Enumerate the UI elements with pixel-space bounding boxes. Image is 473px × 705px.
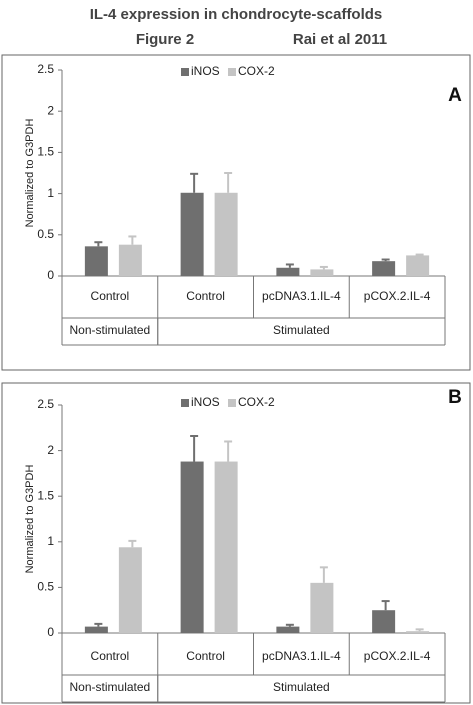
y-tick-label: 1.5: [37, 145, 54, 159]
y-tick-label: 2: [47, 443, 54, 457]
bar: [372, 261, 396, 276]
x-tick-label: pCOX.2.IL-4: [364, 649, 431, 663]
y-tick-label: 1: [47, 534, 54, 548]
y-tick-label: 0: [47, 268, 54, 282]
bar: [406, 255, 430, 276]
y-tick-label: 0.5: [37, 227, 54, 241]
panel-label: A: [448, 85, 462, 106]
x-tick-label: pcDNA3.1.IL-4: [262, 289, 341, 303]
group-label: Stimulated: [273, 680, 330, 694]
bar: [180, 192, 204, 276]
legend-swatch: [228, 399, 236, 407]
y-tick-label: 0.5: [37, 580, 54, 594]
legend-swatch: [181, 399, 189, 407]
panel-frame: [1, 54, 471, 371]
x-tick-label: pCOX.2.IL-4: [364, 289, 431, 303]
citation: Rai et al 2011: [293, 31, 387, 48]
bar: [372, 610, 396, 633]
y-tick-label: 2.5: [37, 62, 54, 76]
figure-number: Figure 2: [136, 31, 194, 48]
legend-label: iNOS: [191, 395, 220, 409]
bar: [276, 267, 300, 276]
y-axis-label: Normalized to G3PDH: [24, 119, 36, 228]
legend-label: COX-2: [238, 395, 275, 409]
bar: [180, 461, 204, 633]
panel-frame: [1, 382, 471, 704]
group-label: Stimulated: [273, 323, 330, 337]
x-tick-label: Control: [91, 289, 130, 303]
group-label: Non-stimulated: [70, 680, 151, 694]
bar: [214, 461, 238, 633]
x-tick-label: pcDNA3.1.IL-4: [262, 649, 341, 663]
bar: [84, 626, 108, 633]
bar: [276, 626, 300, 633]
y-tick-label: 1: [47, 186, 54, 200]
y-axis-label: Normalized to G3PDH: [24, 465, 36, 574]
legend-swatch: [228, 68, 236, 76]
legend-label: COX-2: [238, 64, 275, 78]
bar: [310, 269, 334, 276]
bar: [118, 244, 142, 276]
figure-title: IL-4 expression in chondrocyte-scaffolds: [90, 6, 383, 23]
bar: [84, 246, 108, 276]
y-tick-label: 1.5: [37, 488, 54, 502]
x-tick-label: Control: [186, 649, 225, 663]
bar: [310, 582, 334, 633]
bar: [406, 631, 430, 633]
panel-label: B: [448, 387, 462, 408]
bar: [214, 192, 238, 276]
x-tick-label: Control: [186, 289, 225, 303]
bar: [118, 547, 142, 633]
x-tick-label: Control: [91, 649, 130, 663]
group-label: Non-stimulated: [70, 323, 151, 337]
legend-label: iNOS: [191, 64, 220, 78]
y-tick-label: 0: [47, 625, 54, 639]
y-tick-label: 2.5: [37, 397, 54, 411]
y-tick-label: 2: [47, 103, 54, 117]
legend-swatch: [181, 68, 189, 76]
